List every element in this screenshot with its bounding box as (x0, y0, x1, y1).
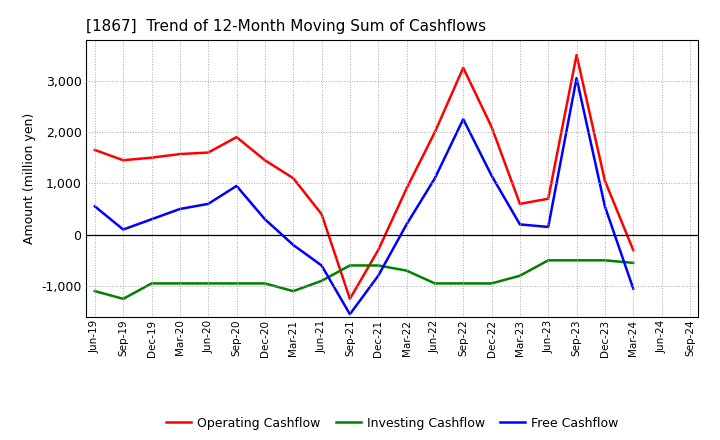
Investing Cashflow (318, 278, 326, 283)
Operating Cashflow (544, 196, 552, 202)
Operating Cashflow (346, 296, 354, 301)
Investing Cashflow (600, 258, 609, 263)
Line: Investing Cashflow: Investing Cashflow (95, 260, 633, 299)
Free Cashflow (176, 206, 184, 212)
Free Cashflow (487, 173, 496, 178)
Free Cashflow (600, 204, 609, 209)
Free Cashflow (431, 176, 439, 181)
Operating Cashflow (572, 52, 581, 58)
Free Cashflow (119, 227, 127, 232)
Operating Cashflow (487, 124, 496, 129)
Y-axis label: Amount (million yen): Amount (million yen) (22, 113, 35, 244)
Free Cashflow (459, 117, 467, 122)
Text: [1867]  Trend of 12-Month Moving Sum of Cashflows: [1867] Trend of 12-Month Moving Sum of C… (86, 19, 487, 34)
Investing Cashflow (629, 260, 637, 265)
Investing Cashflow (233, 281, 241, 286)
Investing Cashflow (402, 268, 411, 273)
Investing Cashflow (176, 281, 184, 286)
Operating Cashflow (318, 212, 326, 217)
Investing Cashflow (148, 281, 156, 286)
Free Cashflow (544, 224, 552, 230)
Operating Cashflow (459, 65, 467, 70)
Free Cashflow (261, 216, 269, 222)
Investing Cashflow (119, 296, 127, 301)
Legend: Operating Cashflow, Investing Cashflow, Free Cashflow: Operating Cashflow, Investing Cashflow, … (161, 412, 624, 435)
Free Cashflow (233, 183, 241, 188)
Operating Cashflow (176, 151, 184, 157)
Operating Cashflow (204, 150, 212, 155)
Operating Cashflow (148, 155, 156, 160)
Operating Cashflow (91, 147, 99, 153)
Operating Cashflow (261, 158, 269, 163)
Operating Cashflow (600, 178, 609, 183)
Investing Cashflow (487, 281, 496, 286)
Free Cashflow (346, 312, 354, 317)
Operating Cashflow (119, 158, 127, 163)
Investing Cashflow (544, 258, 552, 263)
Investing Cashflow (204, 281, 212, 286)
Free Cashflow (318, 263, 326, 268)
Operating Cashflow (629, 247, 637, 253)
Operating Cashflow (402, 186, 411, 191)
Investing Cashflow (346, 263, 354, 268)
Investing Cashflow (516, 273, 524, 279)
Investing Cashflow (91, 289, 99, 294)
Free Cashflow (148, 216, 156, 222)
Line: Operating Cashflow: Operating Cashflow (95, 55, 633, 299)
Investing Cashflow (374, 263, 382, 268)
Operating Cashflow (431, 129, 439, 135)
Free Cashflow (572, 75, 581, 81)
Investing Cashflow (289, 289, 297, 294)
Free Cashflow (402, 222, 411, 227)
Investing Cashflow (459, 281, 467, 286)
Free Cashflow (204, 201, 212, 206)
Free Cashflow (374, 273, 382, 279)
Free Cashflow (289, 242, 297, 248)
Free Cashflow (91, 204, 99, 209)
Line: Free Cashflow: Free Cashflow (95, 78, 633, 314)
Investing Cashflow (572, 258, 581, 263)
Free Cashflow (629, 286, 637, 291)
Free Cashflow (516, 222, 524, 227)
Investing Cashflow (431, 281, 439, 286)
Operating Cashflow (374, 247, 382, 253)
Investing Cashflow (261, 281, 269, 286)
Operating Cashflow (516, 201, 524, 206)
Operating Cashflow (289, 176, 297, 181)
Operating Cashflow (233, 135, 241, 140)
